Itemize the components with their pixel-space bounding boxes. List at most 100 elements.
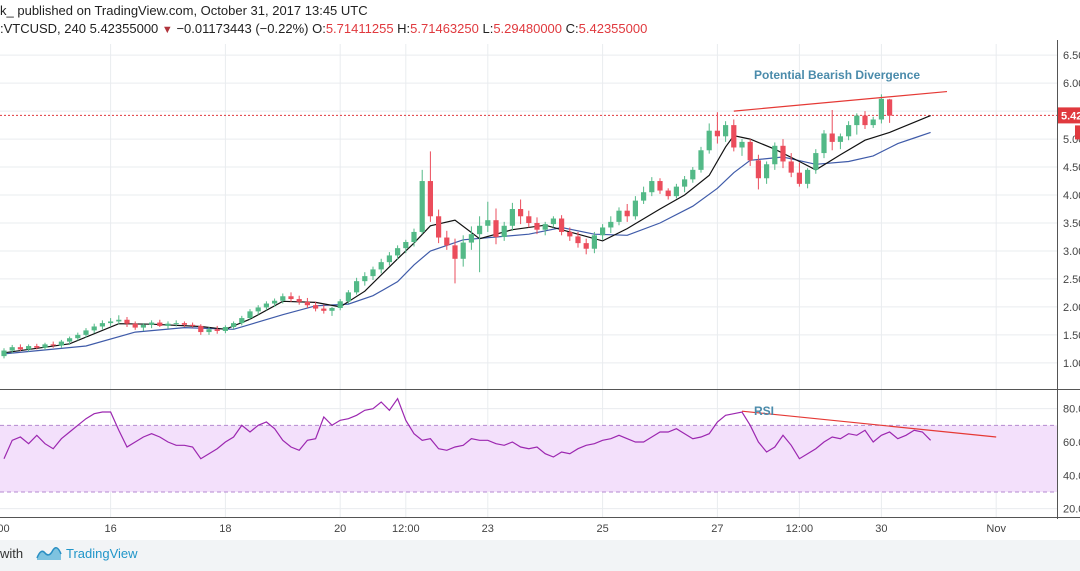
candle	[444, 230, 450, 250]
candle-body	[649, 181, 655, 193]
candle-body	[34, 346, 40, 348]
candle-body	[58, 341, 64, 346]
candle-body	[362, 276, 368, 282]
candle	[518, 199, 524, 225]
candle-body	[641, 192, 647, 201]
candle-body	[288, 296, 294, 300]
candle-body	[83, 330, 89, 335]
publisher-name[interactable]: k_	[0, 3, 14, 18]
close-label: C:	[565, 21, 579, 36]
candle-body	[788, 161, 794, 173]
time-tick-label: 18	[219, 523, 231, 535]
candle-body	[1, 350, 7, 357]
candle	[878, 94, 884, 124]
candle	[567, 227, 573, 241]
candle-body	[632, 200, 638, 217]
candle	[485, 201, 491, 232]
time-tick-label: 12:00	[0, 523, 10, 535]
time-tick-label: 23	[482, 523, 494, 535]
candle	[378, 258, 384, 274]
candle-body	[526, 216, 532, 223]
candle-body	[665, 190, 671, 197]
candle	[846, 121, 852, 141]
candle-body	[870, 119, 876, 126]
candle-body	[501, 225, 507, 237]
candle-body	[813, 153, 819, 170]
candle-body	[477, 225, 483, 235]
candle	[427, 151, 433, 222]
candle	[772, 142, 778, 170]
candle	[370, 266, 376, 281]
candle-body	[26, 346, 32, 350]
rsi-line	[3, 397, 932, 460]
candle-body	[255, 307, 261, 312]
candle-body	[173, 323, 179, 325]
candle-body	[616, 210, 622, 222]
candle	[452, 238, 458, 284]
time-tick-label: 12:00	[392, 523, 420, 535]
candle	[67, 336, 73, 345]
candle-body	[247, 311, 253, 319]
candle-body	[468, 234, 474, 243]
candle	[509, 202, 515, 231]
candle	[116, 315, 122, 325]
candle	[247, 309, 253, 320]
candle	[91, 323, 97, 334]
last-price-tag	[1058, 107, 1080, 124]
price-tick-label: 3.50	[1063, 218, 1080, 230]
candle-body	[395, 248, 401, 256]
candle	[657, 178, 663, 194]
candle-body	[739, 141, 745, 148]
candle-body	[190, 324, 196, 326]
candle-body	[821, 133, 827, 154]
tradingview-brand[interactable]: TradingView	[66, 546, 138, 561]
candle	[411, 228, 417, 247]
open-value: 5.71411255	[325, 21, 394, 36]
candle	[345, 290, 351, 304]
candle	[362, 272, 368, 286]
candle-body	[403, 242, 409, 249]
candle-body	[436, 216, 442, 238]
candle-body	[624, 210, 630, 217]
ma-fast-line	[3, 115, 931, 354]
candle-body	[231, 323, 237, 328]
low-value: 5.29480000	[493, 21, 563, 36]
tradingview-logo-icon[interactable]	[36, 544, 62, 562]
candle-body	[772, 145, 778, 165]
candle-body	[132, 323, 138, 328]
candle-body	[723, 125, 729, 137]
close-value: 5.42355000	[578, 21, 648, 36]
price-tick-label: 6.00	[1063, 78, 1080, 90]
price-tick-label: 4.00	[1063, 190, 1080, 202]
candle	[624, 203, 630, 222]
candle	[58, 339, 64, 348]
candle-body	[313, 305, 319, 309]
candle-body	[50, 344, 56, 346]
candle-body	[846, 125, 852, 137]
price-tick-label: 2.50	[1063, 274, 1080, 286]
time-tick-label: 20	[334, 523, 346, 535]
candle-body	[386, 255, 392, 263]
candle	[616, 207, 622, 226]
rsi-tick-label: 40.00	[1063, 470, 1080, 482]
rsi-trendline	[741, 410, 997, 438]
candle-body	[854, 115, 860, 126]
candle	[124, 316, 130, 328]
candle	[321, 304, 327, 314]
candle-body	[99, 323, 105, 327]
candle	[132, 321, 138, 330]
candle	[140, 323, 146, 331]
price-chart[interactable]: Potential Bearish Divergence RSI 6.50 6.00 5…	[0, 0, 1080, 540]
candle	[583, 238, 589, 255]
candle	[50, 341, 56, 348]
symbol-label: :VTCUSD, 240	[0, 21, 86, 36]
candle-body	[181, 323, 187, 325]
candle	[34, 343, 40, 350]
candle	[550, 216, 556, 228]
time-tick-label: Nov	[986, 523, 1006, 535]
candle	[42, 342, 48, 350]
candle	[723, 121, 729, 142]
candle-body	[263, 303, 269, 308]
candle-body	[165, 323, 171, 326]
candle	[731, 119, 737, 152]
